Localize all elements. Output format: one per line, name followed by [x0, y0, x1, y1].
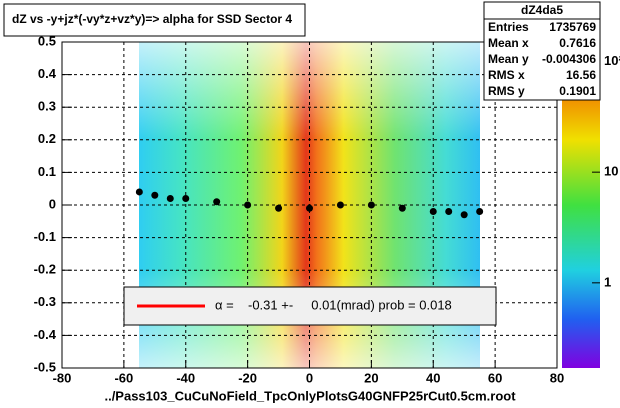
- z-tick-label: 10: [604, 164, 618, 179]
- profile-point: [213, 198, 221, 206]
- y-tick-label: 0: [49, 196, 56, 211]
- legend-text: -0.31 +- 0.01(mrad) prob = 0.018: [248, 297, 452, 312]
- y-tick-label: -0.5: [34, 359, 56, 374]
- x-tick-label: -60: [114, 370, 133, 385]
- profile-point: [275, 204, 283, 212]
- y-tick-label: 0.5: [38, 33, 56, 48]
- stats-label: Entries: [488, 20, 529, 34]
- stats-value: 16.56: [566, 68, 596, 82]
- y-tick-label: -0.1: [34, 229, 56, 244]
- x-tick-label: -40: [176, 370, 195, 385]
- stats-label: Mean x: [488, 36, 529, 50]
- title-box: [3, 3, 306, 37]
- profile-point: [306, 204, 313, 212]
- stats-label: RMS y: [488, 84, 525, 98]
- x-tick-label: -20: [238, 370, 257, 385]
- profile-point: [244, 201, 252, 209]
- legend-symbol: α =: [215, 297, 234, 312]
- stats-value: -0.004306: [542, 52, 596, 66]
- y-tick-label: 0.3: [38, 99, 56, 114]
- x-tick-label: 40: [426, 370, 440, 385]
- stats-box: [483, 1, 601, 101]
- y-tick-label: -0.4: [34, 327, 57, 342]
- z-tick-label: 1: [604, 274, 611, 289]
- stats-value: 1735769: [549, 20, 596, 34]
- stats-label: RMS x: [488, 68, 525, 82]
- profile-point: [445, 208, 453, 216]
- x-tick-label: -80: [53, 370, 72, 385]
- stats-value: 0.7616: [559, 36, 596, 50]
- stats-value: 0.1901: [559, 84, 596, 98]
- profile-point: [135, 188, 143, 196]
- profile-point: [166, 194, 174, 202]
- x-tick-label: 20: [364, 370, 378, 385]
- x-tick-label: 80: [550, 370, 564, 385]
- profile-point: [367, 201, 375, 209]
- y-tick-label: 0.2: [38, 131, 56, 146]
- z-tick-label: 10²: [604, 53, 620, 68]
- profile-point: [336, 201, 344, 209]
- profile-point: [476, 208, 484, 216]
- profile-point: [182, 194, 190, 202]
- profile-point: [460, 211, 468, 219]
- y-tick-label: 0.1: [38, 164, 56, 179]
- x-tick-label: 0: [306, 370, 313, 385]
- profile-point: [151, 191, 159, 199]
- stats-title: dZ4da5: [521, 3, 563, 17]
- x-tick-label: 60: [488, 370, 502, 385]
- y-tick-label: -0.3: [34, 294, 56, 309]
- y-tick-label: 0.4: [38, 66, 57, 81]
- profile-point: [429, 208, 437, 216]
- y-tick-label: -0.2: [34, 262, 56, 277]
- profile-point: [398, 204, 406, 212]
- x-axis-label: ../Pass103_CuCuNoField_TpcOnlyPlotsG40GN…: [104, 388, 516, 403]
- stats-label: Mean y: [488, 52, 529, 66]
- chart-title: dZ vs -y+jz*(-vy*z+vz*y)=> alpha for SSD…: [12, 12, 292, 26]
